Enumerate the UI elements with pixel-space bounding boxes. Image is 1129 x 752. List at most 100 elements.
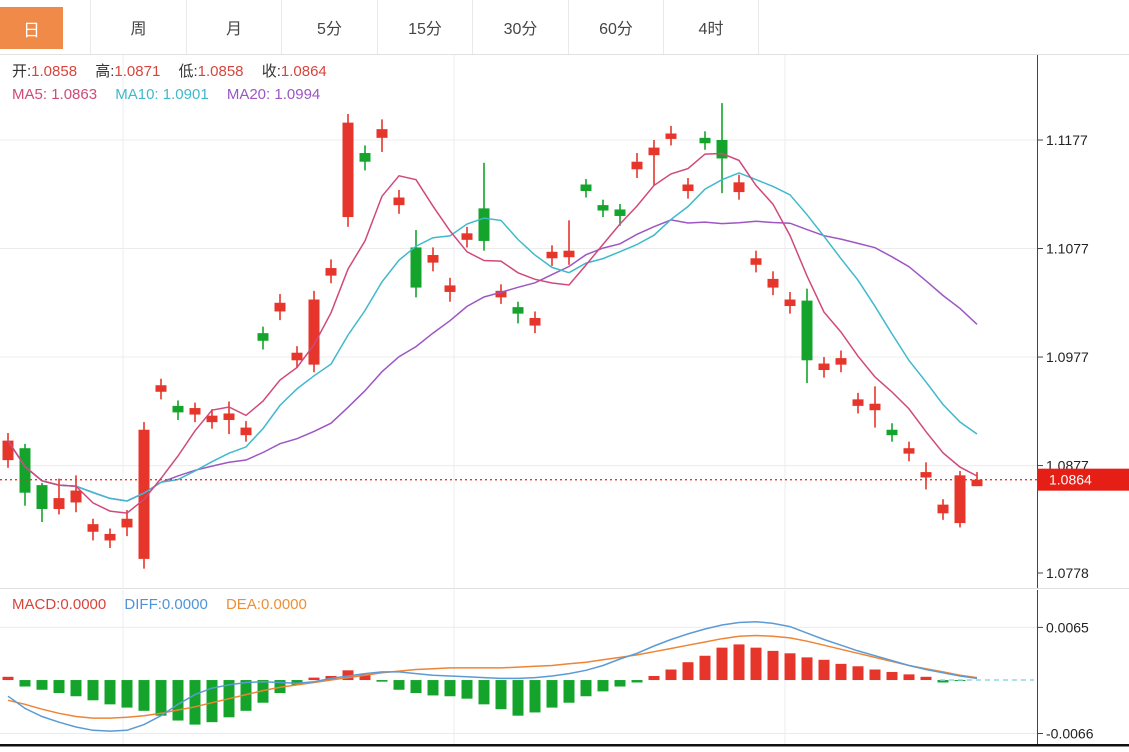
macd-histogram-bar xyxy=(461,680,473,699)
candle-body xyxy=(2,440,14,461)
macd-histogram-bar xyxy=(308,677,320,681)
macd-value: 0.0000 xyxy=(60,596,107,613)
candle-body xyxy=(597,205,609,211)
macd-histogram-bar xyxy=(478,680,490,705)
candle-body xyxy=(172,405,184,413)
y-axis-label: -0.0066 xyxy=(1046,726,1094,742)
candle-body xyxy=(580,184,592,192)
tab-label: 60分 xyxy=(599,21,633,38)
ma5-line xyxy=(7,152,978,514)
tab-15分[interactable]: 15分 xyxy=(378,0,473,54)
high-value: 1.0871 xyxy=(114,63,161,80)
macd-histogram-bar xyxy=(563,680,575,703)
macd-histogram-bar xyxy=(2,676,14,681)
tab-label: 4时 xyxy=(698,21,724,38)
tab-60分[interactable]: 60分 xyxy=(569,0,664,54)
candle-body xyxy=(308,299,320,365)
macd-histogram-bar xyxy=(376,680,388,682)
candle-body xyxy=(427,255,439,263)
macd-histogram-bar xyxy=(172,680,184,721)
tab-label: 周 xyxy=(130,21,147,38)
y-axis-label: 1.1077 xyxy=(1046,241,1089,257)
y-axis-label: 1.0977 xyxy=(1046,349,1089,365)
dea-label: DEA: xyxy=(225,596,261,613)
candle-body xyxy=(563,250,575,258)
macd-histogram-bar xyxy=(886,671,898,681)
candle-body xyxy=(291,352,303,361)
candle-body xyxy=(325,268,337,276)
macd-histogram-bar xyxy=(818,659,830,681)
low-label: 低: xyxy=(178,63,198,80)
macd-histogram-bar xyxy=(274,680,286,694)
candle-body xyxy=(920,472,932,478)
candle-body xyxy=(818,363,830,371)
tab-label: 15分 xyxy=(408,21,442,38)
y-axis-label: 1.0778 xyxy=(1046,565,1089,581)
macd-panel[interactable]: 0.0065 -0.0066 xyxy=(0,590,1129,752)
candle-body xyxy=(19,448,31,493)
tab-周[interactable]: 周 xyxy=(91,0,187,54)
candle-body xyxy=(189,408,201,415)
macd-histogram-bar xyxy=(240,680,252,711)
tab-4时[interactable]: 4时 xyxy=(664,0,759,54)
candle-body xyxy=(937,504,949,514)
macd-histogram-bar xyxy=(614,680,626,687)
candle-body xyxy=(750,258,762,265)
candle-body xyxy=(614,209,626,216)
candle-body xyxy=(36,485,48,509)
macd-histogram-bar xyxy=(53,680,65,694)
candle-body xyxy=(138,429,150,559)
candle-body xyxy=(240,427,252,436)
macd-histogram-bar xyxy=(580,680,592,697)
candle-body xyxy=(104,533,116,541)
candle-body xyxy=(410,247,422,288)
macd-histogram-bar xyxy=(257,680,269,703)
candle-body xyxy=(767,278,779,288)
tab-日[interactable]: 日 xyxy=(0,0,91,54)
candle-body xyxy=(342,122,354,218)
macd-histogram-bar xyxy=(852,666,864,681)
candle-body xyxy=(869,403,881,411)
macd-histogram-bar xyxy=(70,680,82,697)
dea-line xyxy=(7,634,978,719)
ma10-line xyxy=(7,172,978,502)
macd-histogram-bar xyxy=(444,680,456,697)
candle-body xyxy=(70,490,82,503)
candle-body xyxy=(716,140,728,159)
close-label: 收: xyxy=(261,63,281,80)
macd-histogram-bar xyxy=(206,680,218,723)
timeframe-tabbar: 日 周 月 5分 15分 30分 60分 4时 xyxy=(0,0,1129,55)
macd-histogram-bar xyxy=(631,680,643,683)
tab-30分[interactable]: 30分 xyxy=(473,0,569,54)
current-price-tag xyxy=(1037,468,1129,491)
macd-histogram-bar xyxy=(682,662,694,681)
macd-histogram-bar xyxy=(648,675,660,681)
current-price-tag-label: 1.0864 xyxy=(1049,472,1092,488)
ma20-line xyxy=(7,219,978,502)
macd-histogram-bar xyxy=(138,680,150,711)
tab-月[interactable]: 月 xyxy=(187,0,282,54)
macd-histogram-bar xyxy=(19,680,31,687)
candle-body xyxy=(682,184,694,192)
ma5-value: 1.0863 xyxy=(51,86,98,103)
tab-active-button[interactable]: 日 xyxy=(0,7,63,49)
macd-histogram-bar xyxy=(104,680,116,705)
diff-value: 0.0000 xyxy=(161,596,208,613)
macd-histogram-bar xyxy=(733,644,745,681)
macd-histogram-bar xyxy=(410,680,422,694)
candle-body xyxy=(461,233,473,240)
dea-value: 0.0000 xyxy=(260,596,307,613)
macd-histogram-bar xyxy=(835,663,847,681)
candle-body xyxy=(155,385,167,392)
candle-body xyxy=(631,161,643,170)
diff-line xyxy=(7,620,978,732)
tab-label: 日 xyxy=(23,20,40,40)
candle-body xyxy=(274,302,286,312)
macd-histogram-bar xyxy=(767,650,779,681)
candle-body xyxy=(903,448,915,454)
tab-5分[interactable]: 5分 xyxy=(282,0,378,54)
macd-histogram-bar xyxy=(189,680,201,725)
low-value: 1.0858 xyxy=(197,63,244,80)
ma20-value: 1.0994 xyxy=(274,86,321,103)
